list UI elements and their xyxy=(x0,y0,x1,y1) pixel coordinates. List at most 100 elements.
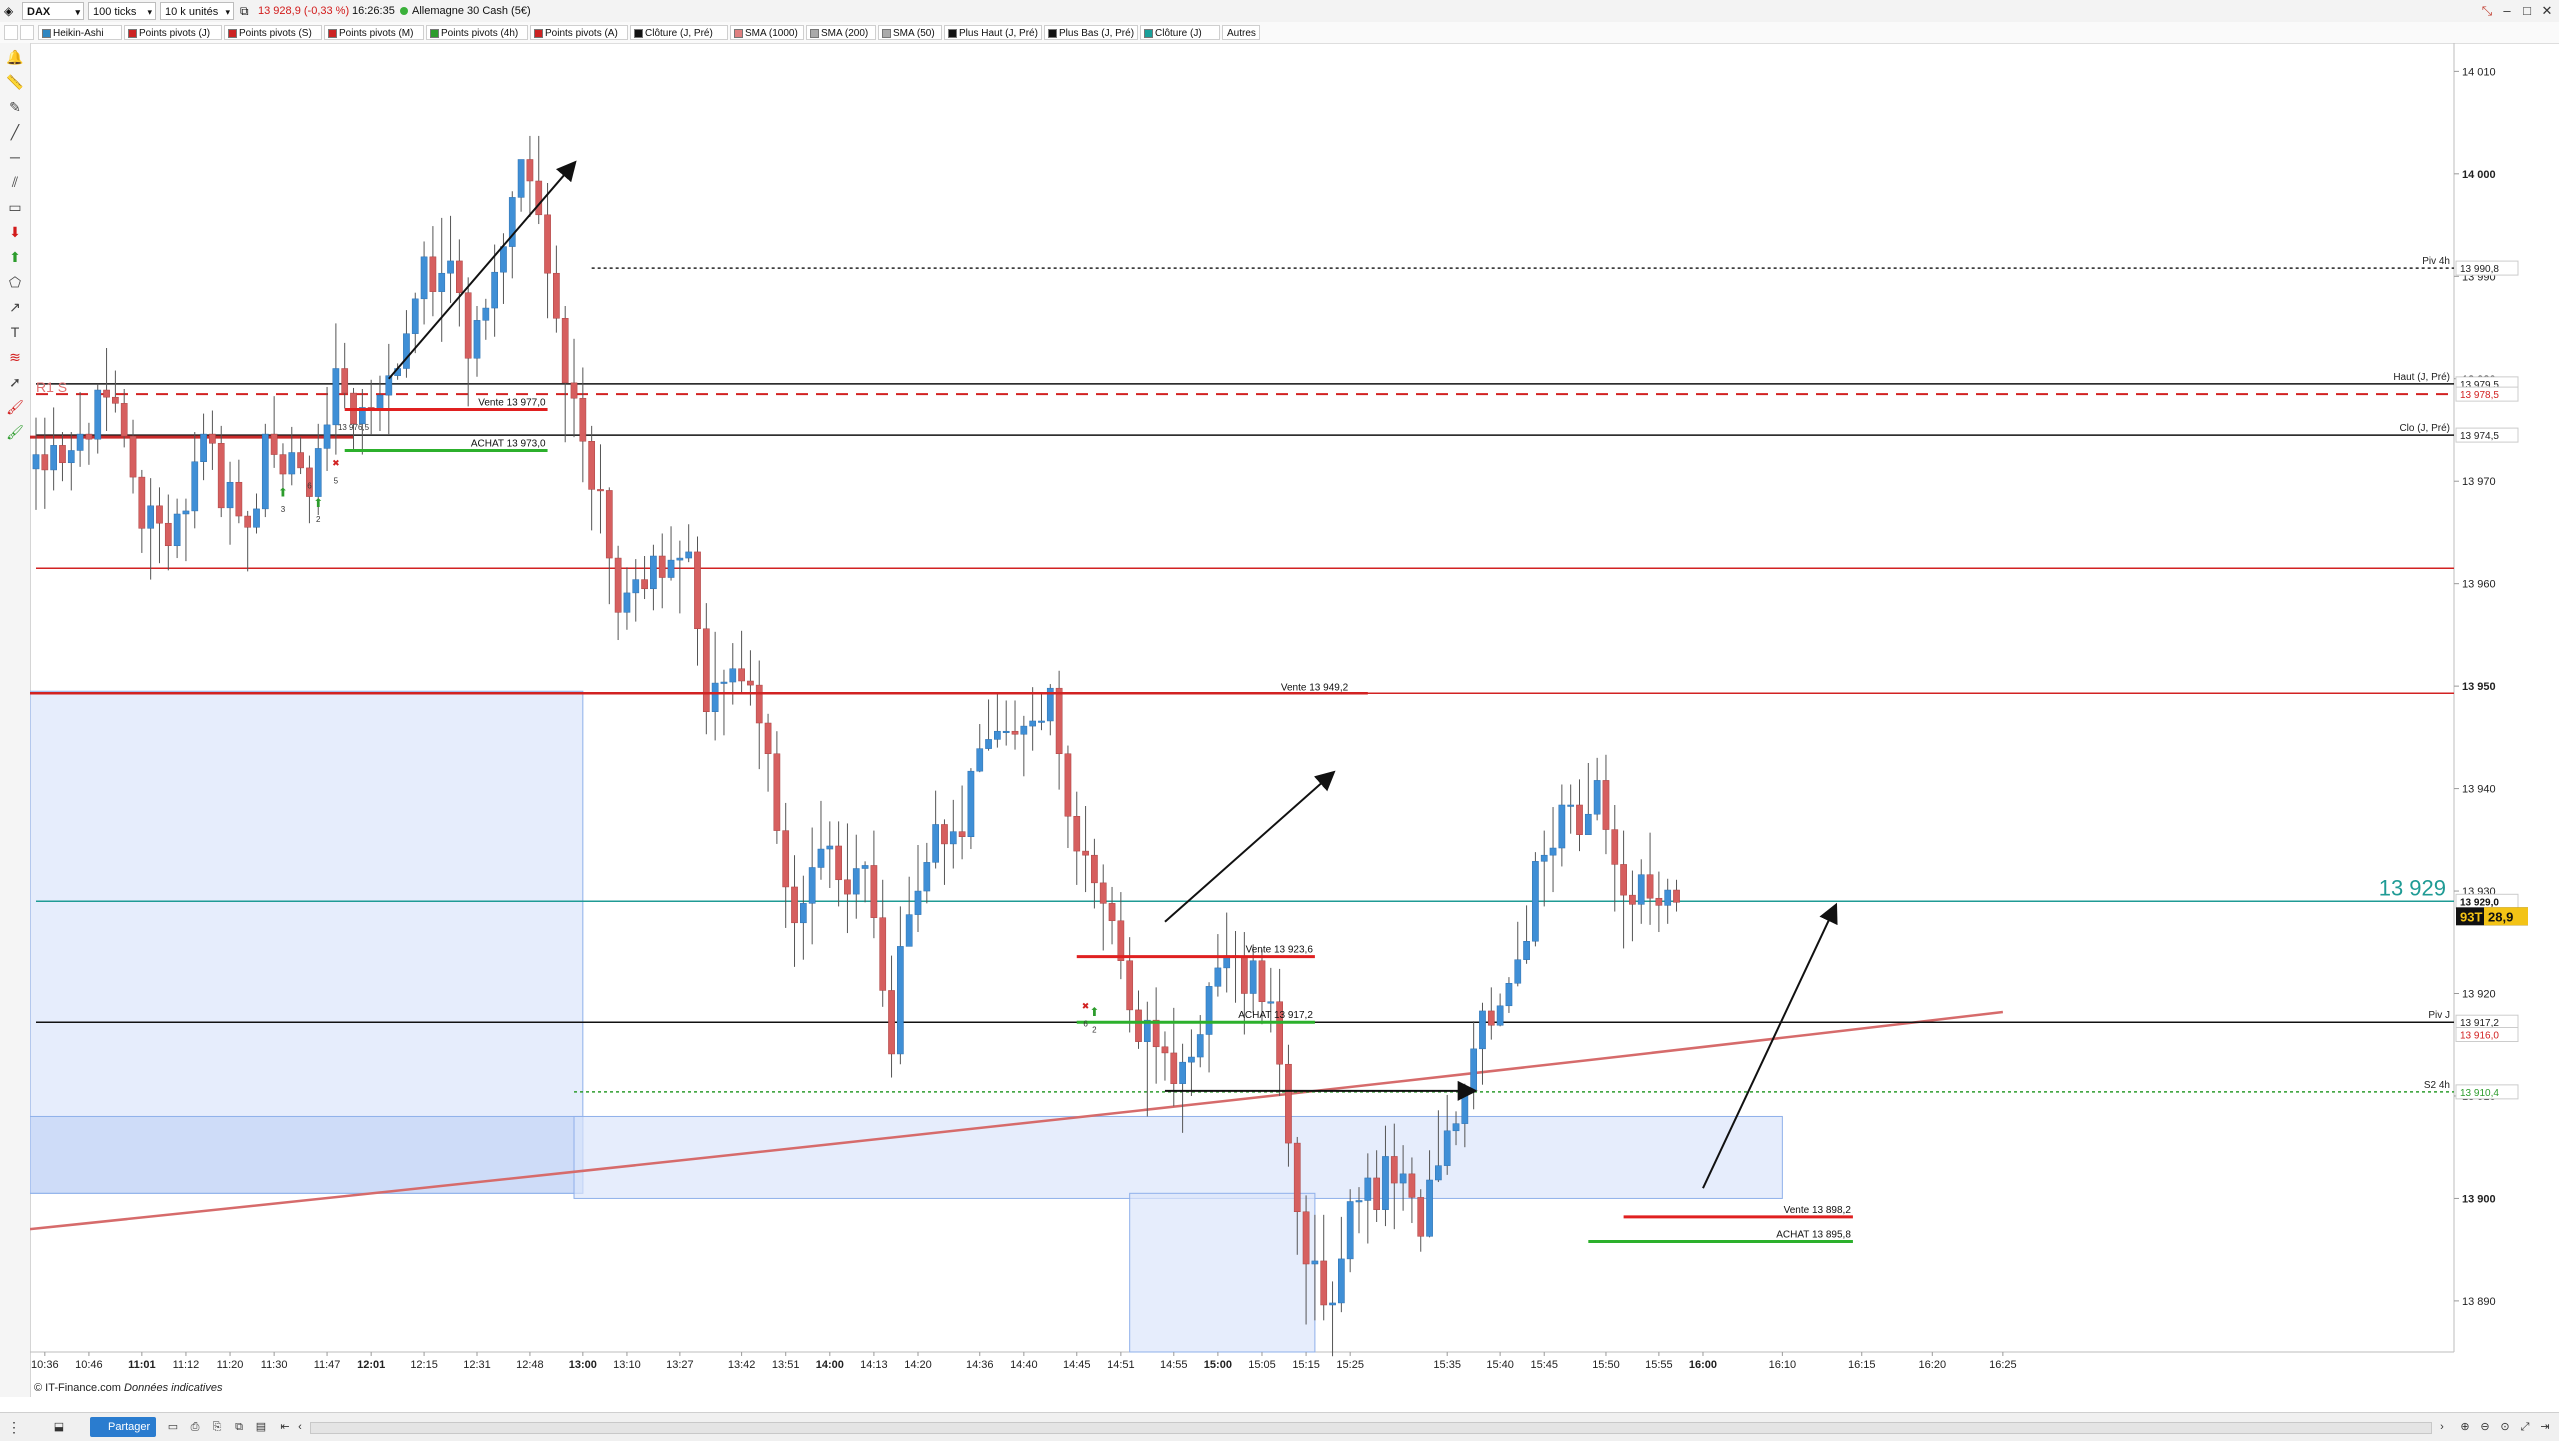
candle-body[interactable] xyxy=(782,830,790,888)
settings-indicator-icon[interactable] xyxy=(20,25,34,40)
candle-body[interactable] xyxy=(561,318,569,384)
candle-body[interactable] xyxy=(306,467,313,497)
rectangle-icon[interactable]: ▭ xyxy=(8,199,22,215)
candle-body[interactable] xyxy=(1408,1173,1416,1198)
candle-body[interactable] xyxy=(1329,1302,1336,1306)
candle-body[interactable] xyxy=(623,592,631,613)
menu-dots-icon[interactable]: ⋮ xyxy=(7,1419,21,1435)
candle-body[interactable] xyxy=(1038,720,1045,723)
candle-body[interactable] xyxy=(456,260,463,293)
candle-body[interactable] xyxy=(1514,959,1522,984)
candle-body[interactable] xyxy=(1302,1211,1310,1265)
candle-body[interactable] xyxy=(358,407,366,425)
candle-body[interactable] xyxy=(1664,889,1672,906)
buy-arrow-icon[interactable]: ⬆ xyxy=(9,249,21,265)
candle-body[interactable] xyxy=(852,868,860,895)
candle-body[interactable] xyxy=(411,298,419,334)
candle-body[interactable] xyxy=(1205,986,1213,1035)
candle-body[interactable] xyxy=(658,555,666,578)
candle-body[interactable] xyxy=(385,375,393,396)
candle-body[interactable] xyxy=(1602,780,1610,830)
candle-body[interactable] xyxy=(1655,897,1663,906)
candle-body[interactable] xyxy=(209,433,216,444)
candle-body[interactable] xyxy=(605,490,613,559)
candle-body[interactable] xyxy=(1214,967,1222,987)
candle-body[interactable] xyxy=(1637,874,1645,905)
candle-body[interactable] xyxy=(67,450,75,464)
candle-body[interactable] xyxy=(314,448,322,497)
candle-body[interactable] xyxy=(438,272,446,292)
indicator-chip[interactable]: Points pivots (S) xyxy=(224,25,322,40)
candle-body[interactable] xyxy=(755,684,763,724)
candle-body[interactable] xyxy=(1479,1010,1486,1050)
candle-body[interactable] xyxy=(711,682,719,712)
candle-body[interactable] xyxy=(261,433,269,510)
share-button[interactable]: Partager xyxy=(90,1417,157,1437)
candle-body[interactable] xyxy=(905,914,913,947)
candle-body[interactable] xyxy=(1258,960,1266,1002)
candle-body[interactable] xyxy=(1426,1179,1433,1237)
template-icon[interactable]: ▤ xyxy=(255,1421,267,1433)
zoom-in-icon[interactable]: ⊕ xyxy=(2460,1421,2470,1433)
shape-icon[interactable]: ⬠ xyxy=(8,274,22,290)
zone-rectangle[interactable] xyxy=(573,1115,1783,1199)
candle-body[interactable] xyxy=(517,159,525,198)
screenshot-icon[interactable]: ⎙ xyxy=(190,1421,200,1433)
candle-body[interactable] xyxy=(870,865,878,918)
candle-body[interactable] xyxy=(941,824,948,845)
copy-icon[interactable]: ⧉ xyxy=(235,1421,243,1433)
candle-body[interactable] xyxy=(1276,1001,1283,1065)
chart-type-icon[interactable]: ⬓ xyxy=(53,1421,65,1433)
print-icon[interactable]: ⎘ xyxy=(212,1421,222,1433)
candle-body[interactable] xyxy=(791,886,798,924)
candle-body[interactable] xyxy=(1355,1200,1363,1203)
candle-body[interactable] xyxy=(1064,753,1072,817)
hline-icon[interactable]: ─ xyxy=(10,149,20,165)
candle-body[interactable] xyxy=(588,441,596,490)
indicator-chip[interactable]: Autres xyxy=(1222,25,1260,40)
candle-body[interactable] xyxy=(1584,813,1592,835)
candle-body[interactable] xyxy=(138,476,146,529)
scroll-right-icon[interactable]: › xyxy=(2440,1421,2444,1433)
candle-body[interactable] xyxy=(1390,1156,1398,1184)
candle-body[interactable] xyxy=(1188,1056,1195,1063)
candle-body[interactable] xyxy=(1346,1201,1354,1260)
candle-body[interactable] xyxy=(147,505,155,529)
candle-body[interactable] xyxy=(94,389,102,440)
candle-body[interactable] xyxy=(1673,889,1680,903)
candle-body[interactable] xyxy=(1293,1142,1301,1213)
candle-body[interactable] xyxy=(1487,1010,1495,1026)
detach-icon[interactable]: ⤡ xyxy=(2481,3,2493,18)
candle-body[interactable] xyxy=(694,551,701,630)
candle-body[interactable] xyxy=(1267,1001,1275,1004)
candle-body[interactable] xyxy=(1020,725,1028,735)
candle-body[interactable] xyxy=(808,867,816,904)
candle-body[interactable] xyxy=(535,180,543,216)
candle-body[interactable] xyxy=(341,368,349,394)
candle-body[interactable] xyxy=(1117,920,1125,961)
candle-body[interactable] xyxy=(164,522,172,547)
candle-body[interactable] xyxy=(32,454,40,470)
candle-body[interactable] xyxy=(1505,983,1513,1007)
candle-body[interactable] xyxy=(403,333,410,369)
candle-body[interactable] xyxy=(85,433,93,440)
candle-body[interactable] xyxy=(1311,1260,1319,1265)
candle-body[interactable] xyxy=(976,748,984,772)
candle-body[interactable] xyxy=(773,753,781,831)
candle-body[interactable] xyxy=(1285,1063,1292,1144)
candle-body[interactable] xyxy=(226,481,234,509)
candle-body[interactable] xyxy=(323,424,331,449)
candle-body[interactable] xyxy=(491,271,498,309)
zone-rectangle[interactable] xyxy=(30,690,584,1194)
candle-body[interactable] xyxy=(897,946,904,1055)
candle-body[interactable] xyxy=(200,433,207,462)
candle-body[interactable] xyxy=(1629,894,1636,905)
ticks-select[interactable]: 100 ticks xyxy=(88,2,156,21)
candle-body[interactable] xyxy=(1461,1089,1469,1124)
candle-body[interactable] xyxy=(182,510,190,515)
candle-body[interactable] xyxy=(888,990,895,1055)
time-scrollbar[interactable] xyxy=(310,1422,2432,1434)
candle-body[interactable] xyxy=(1320,1260,1328,1306)
brush-icon[interactable]: 🖌 xyxy=(6,399,24,415)
candle-body[interactable] xyxy=(1108,903,1116,922)
